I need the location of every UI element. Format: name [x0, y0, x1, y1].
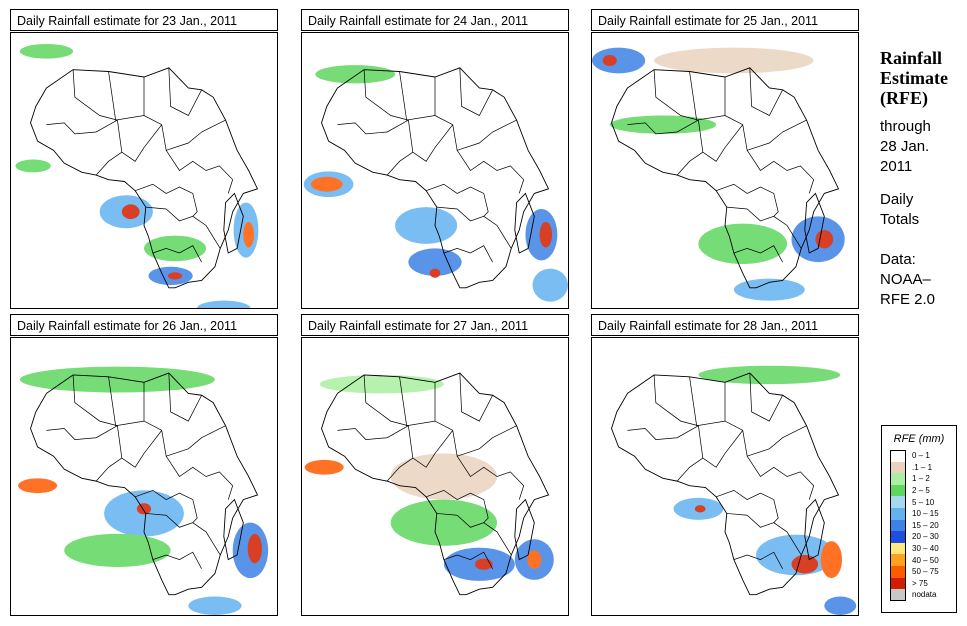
legend-item: > 75	[882, 577, 956, 590]
legend-item: 10 – 15	[882, 507, 956, 520]
side-title-line: (RFE)	[880, 88, 928, 108]
legend-item: nodata	[882, 589, 956, 601]
legend-label: 30 – 40	[912, 544, 939, 554]
legend-swatch	[890, 577, 906, 590]
through-line: 28 Jan.	[880, 138, 930, 155]
daily-text: Daily Totals	[880, 190, 966, 230]
map-panel-2: Daily Rainfall estimate for 24 Jan., 201…	[301, 9, 569, 309]
side-title-line: Estimate	[880, 68, 948, 88]
legend-swatch	[890, 542, 906, 555]
legend-swatch	[890, 507, 906, 520]
legend-item: 15 – 20	[882, 519, 956, 532]
panel-title: Daily Rainfall estimate for 25 Jan., 201…	[591, 9, 859, 31]
legend-title: RFE (mm)	[893, 433, 945, 445]
map-area	[10, 32, 278, 309]
legend-item: .1 – 1	[882, 461, 956, 474]
side-title: Rainfall Estimate (RFE)	[880, 48, 966, 108]
daily-line: Totals	[880, 211, 920, 228]
data-source-text: Data: NOAA– RFE 2.0	[880, 250, 966, 310]
data-line: RFE 2.0	[880, 291, 936, 308]
panel-title: Daily Rainfall estimate for 24 Jan., 201…	[301, 9, 569, 31]
map-panel-3: Daily Rainfall estimate for 25 Jan., 201…	[591, 9, 859, 309]
panel-title: Daily Rainfall estimate for 26 Jan., 201…	[10, 314, 278, 336]
panel-title: Daily Rainfall estimate for 23 Jan., 201…	[10, 9, 278, 31]
legend-swatch	[890, 496, 906, 508]
map-panel-4: Daily Rainfall estimate for 26 Jan., 201…	[10, 314, 278, 616]
side-title-line: Rainfall	[880, 48, 943, 68]
legend-label: 50 – 75	[912, 567, 939, 577]
legend-swatch	[890, 565, 906, 578]
legend-swatch	[890, 473, 906, 485]
legend-swatch	[890, 450, 906, 462]
through-line: through	[880, 118, 931, 135]
map-area	[591, 337, 859, 616]
map-panel-1: Daily Rainfall estimate for 23 Jan., 201…	[10, 9, 278, 309]
legend-label: nodata	[912, 590, 937, 600]
through-line: 2011	[880, 158, 913, 175]
daily-line: Daily	[880, 191, 914, 208]
legend-item: 1 – 2	[882, 473, 956, 485]
legend-swatch	[890, 484, 906, 497]
legend-swatch	[890, 461, 906, 474]
map-panel-6: Daily Rainfall estimate for 28 Jan., 201…	[591, 314, 859, 616]
legend-label: 10 – 15	[912, 509, 939, 519]
map-area	[10, 337, 278, 616]
map-area	[591, 32, 859, 309]
through-text: through 28 Jan. 2011	[880, 117, 966, 177]
legend-item: 5 – 10	[882, 496, 956, 508]
data-line: NOAA–	[880, 271, 931, 288]
legend-label: .1 – 1	[912, 462, 933, 472]
legend-item: 40 – 50	[882, 554, 956, 566]
legend-item: 20 – 30	[882, 531, 956, 543]
legend-item: 30 – 40	[882, 542, 956, 555]
legend-label: 5 – 10	[912, 497, 935, 507]
legend-label: 15 – 20	[912, 520, 939, 530]
legend-item: 50 – 75	[882, 565, 956, 578]
legend-swatch	[890, 519, 906, 532]
legend-swatch	[890, 589, 906, 601]
legend-label: 40 – 50	[912, 555, 939, 565]
legend-label: 20 – 30	[912, 532, 939, 542]
legend-label: 0 – 1	[912, 451, 930, 461]
legend-item: 0 – 1	[882, 450, 956, 462]
legend-label: > 75	[912, 578, 928, 588]
panel-title: Daily Rainfall estimate for 28 Jan., 201…	[591, 314, 859, 336]
legend-swatch	[890, 554, 906, 566]
map-panel-5: Daily Rainfall estimate for 27 Jan., 201…	[301, 314, 569, 616]
map-area	[301, 32, 569, 309]
legend-item: 2 – 5	[882, 484, 956, 497]
legend-swatch	[890, 531, 906, 543]
legend-label: 2 – 5	[912, 486, 930, 496]
data-line: Data:	[880, 251, 916, 268]
map-area	[301, 337, 569, 616]
panel-title: Daily Rainfall estimate for 27 Jan., 201…	[301, 314, 569, 336]
legend-label: 1 – 2	[912, 474, 930, 484]
